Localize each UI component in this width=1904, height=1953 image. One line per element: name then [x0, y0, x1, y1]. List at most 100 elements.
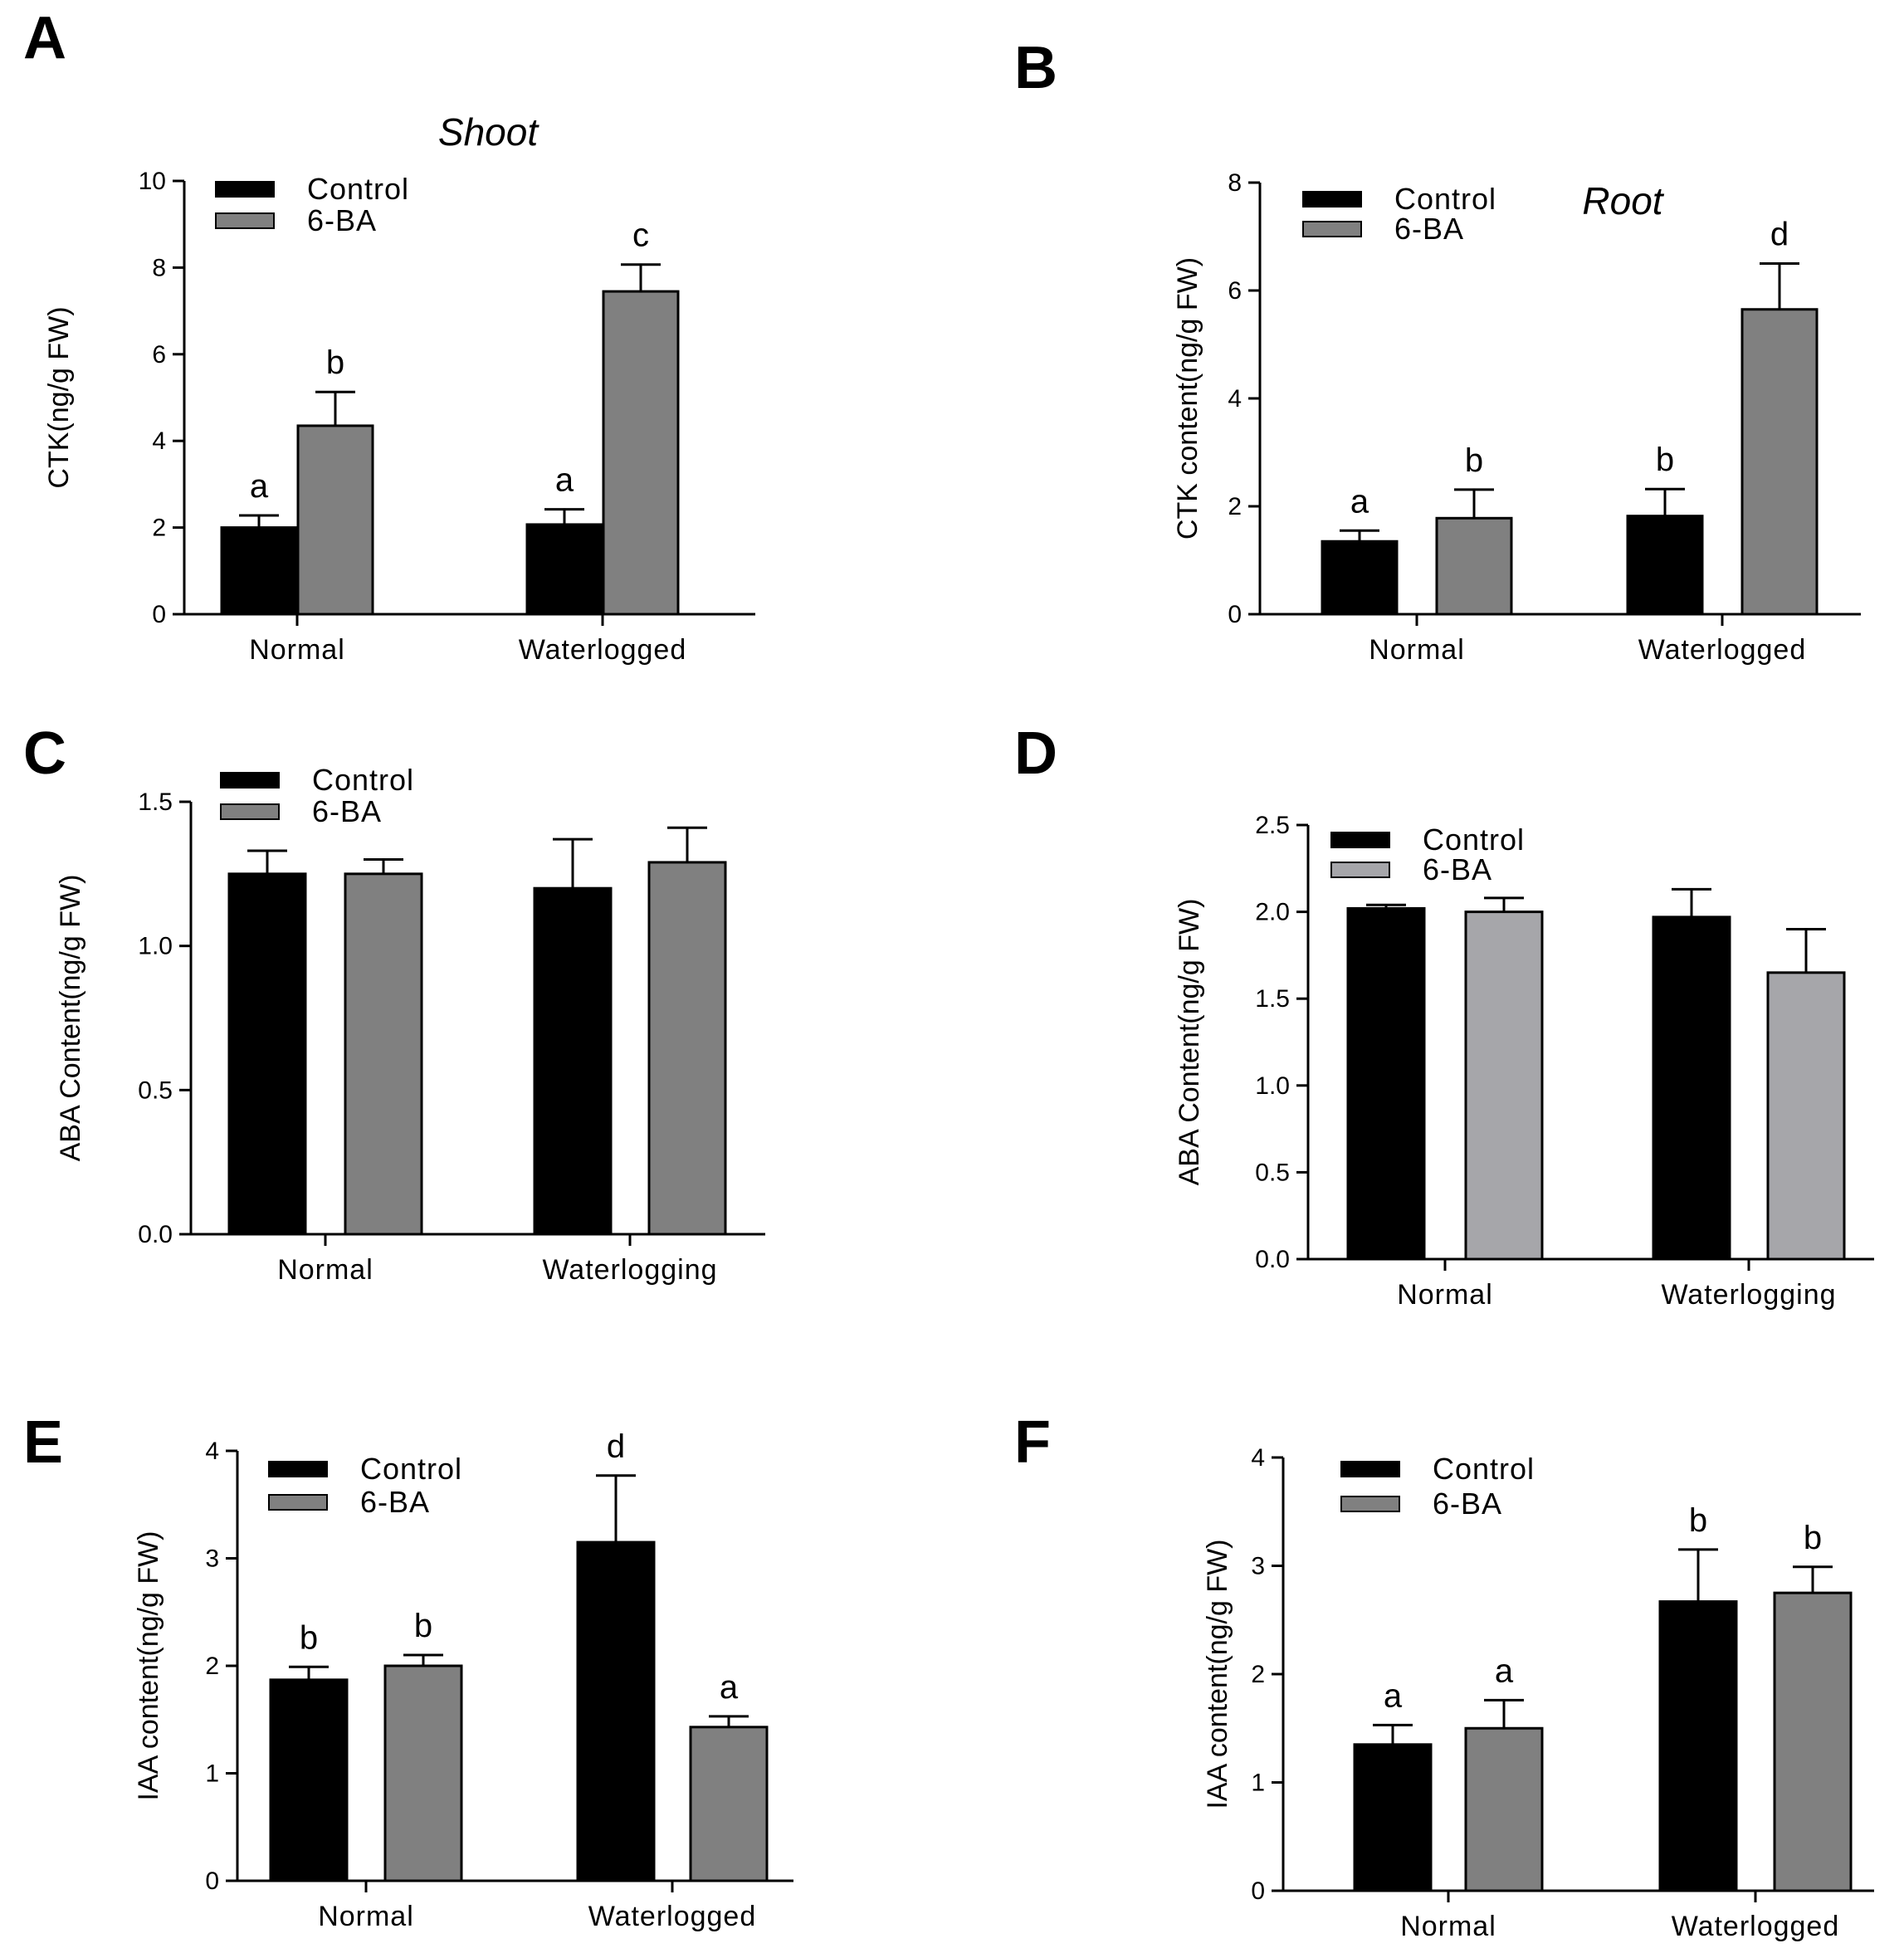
panel-c-y-label: ABA Content(ng/g FW)	[55, 875, 86, 1162]
panel-e-ytick-label-1: 1	[205, 1760, 219, 1788]
panel-d-legend-label-control: Control	[1423, 823, 1525, 857]
panel-e-bar-6ba-1	[689, 1726, 769, 1882]
panel-e-bar-control-0	[269, 1678, 349, 1882]
panel-a-legend-swatch-6ba	[215, 212, 275, 229]
panel-d-ytick-label-3: 1.5	[1255, 985, 1290, 1013]
panel-c-letter: C	[23, 720, 66, 787]
panel-a-sig-letter-control-0: a	[250, 468, 269, 505]
panel-f-ytick-label-3: 3	[1251, 1553, 1265, 1580]
panel-c-bar-6ba-1	[647, 861, 727, 1236]
panel-c-legend-swatch-control	[220, 772, 280, 789]
panel-e-legend-label-control: Control	[360, 1452, 462, 1486]
panel-c-category-label-1: Waterlogging	[542, 1254, 717, 1286]
panel-f-sig-letter-control-0: a	[1384, 1677, 1403, 1714]
panel-b-bar-control-0	[1321, 540, 1399, 616]
panel-e-ytick-label-3: 3	[205, 1545, 219, 1573]
panel-b-sig-letter-6ba-1: d	[1770, 217, 1789, 253]
panel-b-legend-swatch-control	[1302, 191, 1362, 208]
panel-b-bar-control-1	[1626, 515, 1704, 616]
panel-e-ytick-label-0: 0	[205, 1868, 219, 1895]
panel-b-letter: B	[1014, 35, 1057, 101]
panel-c-legend-swatch-6ba	[220, 803, 280, 820]
panel-d-legend-swatch-6ba	[1330, 862, 1390, 878]
panel-f-sig-letter-control-1: b	[1689, 1502, 1707, 1539]
panel-e-legend-swatch-control	[268, 1461, 328, 1477]
panel-c-ytick-label-3: 1.5	[138, 789, 173, 816]
panel-d-bar-6ba-1	[1766, 971, 1846, 1261]
panel-d-legend-label-6ba: 6-BA	[1423, 852, 1492, 886]
panel-e-ytick-label-2: 2	[205, 1653, 219, 1680]
panel-b-sig-letter-control-0: a	[1350, 483, 1369, 520]
panel-c-bar-control-1	[533, 886, 613, 1236]
panel-d-ytick-label-1: 0.5	[1255, 1159, 1290, 1186]
panel-e-legend-swatch-6ba	[268, 1494, 328, 1511]
panel-a-sig-letter-6ba-1: c	[632, 217, 649, 254]
panel-a-legend-label-control: Control	[307, 172, 409, 206]
panel-f-legend-label-6ba: 6-BA	[1433, 1487, 1502, 1521]
panel-d-ytick-label-5: 2.5	[1255, 812, 1290, 839]
panel-a-ytick-label-3: 6	[152, 341, 166, 369]
panel-e-sig-letter-control-0: b	[300, 1619, 318, 1656]
panel-b-category-label-1: Waterlogged	[1638, 634, 1807, 666]
panel-e-sig-letter-control-1: d	[607, 1428, 625, 1465]
panel-e-legend-label-6ba: 6-BA	[360, 1485, 430, 1519]
panel-a-bar-6ba-1	[602, 290, 680, 616]
panel-e-category-label-1: Waterlogged	[588, 1901, 757, 1932]
panel-e: E 0 1 2 3 4 IAA content(ng/g FW) Normal Waterlog…	[23, 1409, 793, 1932]
panel-b: B 0 2 4 6 8 CTK content(ng/g FW) Normal Waterlog…	[1014, 35, 1861, 666]
panel-b-legend-swatch-6ba	[1302, 221, 1362, 237]
panel-d-bar-6ba-0	[1464, 911, 1544, 1261]
panel-f-sig-letter-6ba-1: b	[1804, 1520, 1822, 1556]
panel-a-bar-6ba-0	[296, 424, 374, 616]
panel-b-title: Root	[1582, 179, 1664, 222]
panel-a-bar-control-0	[220, 526, 298, 616]
panel-b-sig-letter-6ba-0: b	[1465, 442, 1483, 479]
panel-b-legend-label-control: Control	[1394, 182, 1496, 216]
panel-a-ytick-label-0: 0	[152, 601, 166, 628]
panel-d: D 0.0 0.5 1.0 1.5 2.0 2.5 ABA Content(ng/g FW) N…	[1014, 720, 1874, 1311]
panel-f-bar-6ba-0	[1464, 1726, 1544, 1892]
panel-a-category-label-0: Normal	[249, 634, 345, 666]
panel-c-legend-label-6ba: 6-BA	[312, 794, 382, 828]
panel-c-legend-label-control: Control	[312, 763, 414, 797]
panel-e-category-label-0: Normal	[318, 1901, 414, 1932]
panel-c-ytick-label-1: 0.5	[138, 1077, 173, 1104]
panel-b-ytick-label-3: 6	[1228, 277, 1242, 305]
panel-a-sig-letter-6ba-0: b	[326, 344, 344, 381]
panel-a-ytick-label-4: 8	[152, 254, 166, 281]
panel-b-bar-6ba-1	[1740, 308, 1819, 616]
panel-d-category-label-0: Normal	[1397, 1279, 1493, 1311]
panel-a-ytick-label-1: 2	[152, 515, 166, 542]
panel-e-sig-letter-6ba-1: a	[720, 1669, 739, 1706]
panel-f-category-label-1: Waterlogged	[1672, 1911, 1840, 1942]
panel-d-ytick-label-2: 1.0	[1255, 1072, 1290, 1100]
panel-c: C 0.0 0.5 1.0 1.5 ABA Content(ng/g FW) Normal W…	[23, 720, 765, 1286]
panel-b-ytick-label-4: 8	[1228, 169, 1242, 197]
panel-f-bar-control-0	[1353, 1743, 1433, 1892]
panel-a-category-label-1: Waterlogged	[519, 634, 687, 666]
panel-b-bar-6ba-0	[1435, 516, 1513, 616]
panel-d-ytick-label-0: 0.0	[1255, 1246, 1290, 1273]
panel-a-bar-control-1	[525, 523, 603, 616]
panel-f-legend-label-control: Control	[1433, 1452, 1535, 1486]
panel-a-sig-letter-control-1: a	[555, 462, 574, 499]
panel-f-bar-6ba-1	[1773, 1591, 1853, 1892]
panel-d-category-label-1: Waterlogging	[1661, 1279, 1836, 1311]
panel-b-ytick-label-0: 0	[1228, 601, 1242, 628]
panel-a-title: Shoot	[438, 110, 539, 154]
panel-f-bar-control-1	[1658, 1600, 1738, 1892]
panel-f-ytick-label-2: 2	[1251, 1661, 1265, 1688]
panel-b-legend-label-6ba: 6-BA	[1394, 212, 1464, 246]
panel-f: F 0 1 2 3 4 IAA content(ng/g FW) Normal Waterlog…	[1014, 1409, 1874, 1942]
panel-a-legend-label-6ba: 6-BA	[307, 203, 377, 237]
panel-a-y-label: CTK(ng/g FW)	[43, 306, 75, 488]
panel-e-sig-letter-6ba-0: b	[414, 1608, 432, 1644]
panel-e-ytick-label-4: 4	[205, 1438, 219, 1465]
panel-a-letter: A	[23, 5, 66, 71]
panel-f-ytick-label-4: 4	[1251, 1444, 1265, 1472]
panel-b-category-label-0: Normal	[1369, 634, 1465, 666]
panel-e-bar-6ba-0	[383, 1664, 463, 1882]
panel-d-ytick-label-4: 2.0	[1255, 899, 1290, 926]
panel-d-legend-swatch-control	[1330, 832, 1390, 848]
